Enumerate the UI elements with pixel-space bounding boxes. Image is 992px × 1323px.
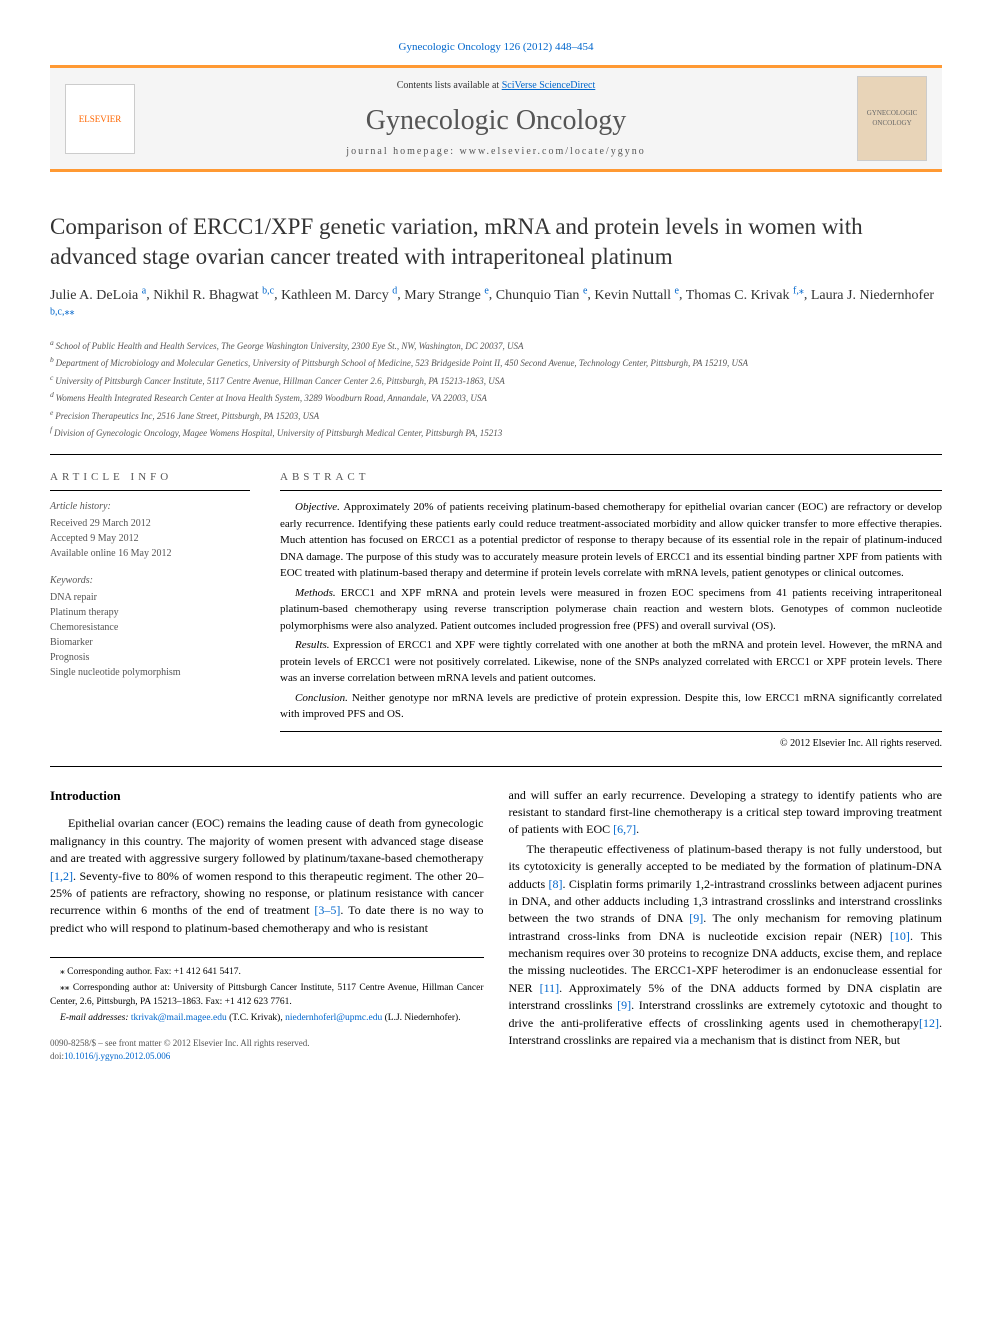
reference-link[interactable]: [6,7]: [613, 822, 636, 836]
corresponding-author-2: ⁎⁎ Corresponding author at: University o…: [50, 982, 484, 1009]
history-accepted: Accepted 9 May 2012: [50, 531, 250, 546]
reference-link[interactable]: [12]: [919, 1016, 939, 1030]
history-received: Received 29 March 2012: [50, 516, 250, 531]
keywords-title: Keywords:: [50, 573, 250, 588]
keywords-block: Keywords: DNA repair Platinum therapy Ch…: [50, 573, 250, 680]
email-line: E-mail addresses: tkrivak@mail.magee.edu…: [50, 1012, 484, 1025]
doi-prefix: doi:: [50, 1051, 64, 1061]
article-title: Comparison of ERCC1/XPF genetic variatio…: [50, 212, 942, 272]
author: Kathleen M. Darcy d: [281, 288, 397, 303]
masthead-center: Contents lists available at SciVerse Sci…: [135, 79, 857, 159]
intro-paragraph: Epithelial ovarian cancer (EOC) remains …: [50, 815, 484, 937]
article-info-heading: article info: [50, 470, 250, 491]
affiliation: a School of Public Health and Health Ser…: [50, 337, 942, 354]
abstract-section: Conclusion. Neither genotype nor mRNA le…: [280, 690, 942, 723]
email-attr-1: (T.C. Krivak),: [229, 1013, 283, 1023]
sciencedirect-link[interactable]: SciVerse ScienceDirect: [502, 80, 596, 91]
copyright-line: © 2012 Elsevier Inc. All rights reserved…: [280, 731, 942, 751]
author: Thomas C. Krivak f,⁎: [686, 288, 804, 303]
contents-line: Contents lists available at SciVerse Sci…: [135, 79, 857, 93]
keyword: Chemoresistance: [50, 620, 250, 635]
abstract-section: Methods. ERCC1 and XPF mRNA and protein …: [280, 585, 942, 635]
reference-link[interactable]: [11]: [540, 981, 560, 995]
doi-line: doi:10.1016/j.ygyno.2012.05.006: [50, 1050, 484, 1063]
footer-meta: 0090-8258/$ – see front matter © 2012 El…: [50, 1037, 484, 1063]
footnotes: ⁎ Corresponding author. Fax: +1 412 641 …: [50, 957, 484, 1025]
corresponding-author-1: ⁎ Corresponding author. Fax: +1 412 641 …: [50, 966, 484, 979]
intro-continuation: and will suffer an early recurrence. Dev…: [509, 787, 943, 839]
reference-link[interactable]: [9]: [689, 911, 703, 925]
abstract-section: Objective. Approximately 20% of patients…: [280, 499, 942, 582]
keyword: Biomarker: [50, 635, 250, 650]
author: Nikhil R. Bhagwat b,c: [153, 288, 274, 303]
journal-name: Gynecologic Oncology: [135, 101, 857, 140]
author: Kevin Nuttall e: [594, 288, 679, 303]
email-attr-2: (L.J. Niedernhofer).: [385, 1013, 461, 1023]
history-title: Article history:: [50, 499, 250, 514]
reference-link[interactable]: [10]: [890, 929, 910, 943]
cover-title-bottom: ONCOLOGY: [872, 119, 911, 129]
affiliation: d Womens Health Integrated Research Cent…: [50, 389, 942, 406]
history-online: Available online 16 May 2012: [50, 546, 250, 561]
author: Chunquio Tian e: [496, 288, 588, 303]
affiliation: c University of Pittsburgh Cancer Instit…: [50, 372, 942, 389]
reference-link[interactable]: [1,2]: [50, 869, 73, 883]
abstract-body: Objective. Approximately 20% of patients…: [280, 499, 942, 723]
doi-link[interactable]: 10.1016/j.ygyno.2012.05.006: [64, 1051, 170, 1061]
keyword: Single nucleotide polymorphism: [50, 665, 250, 680]
intro-paragraph-2: The therapeutic effectiveness of platinu…: [509, 841, 943, 1050]
email-label: E-mail addresses:: [60, 1013, 129, 1023]
reference-link[interactable]: [8]: [549, 877, 563, 891]
email-link-1[interactable]: tkrivak@mail.magee.edu: [131, 1013, 227, 1023]
keyword: DNA repair: [50, 590, 250, 605]
journal-homepage: journal homepage: www.elsevier.com/locat…: [135, 145, 857, 159]
reference-link[interactable]: [3–5]: [314, 903, 340, 917]
author: Julie A. DeLoia a: [50, 288, 146, 303]
journal-cover: GYNECOLOGIC ONCOLOGY: [857, 76, 927, 161]
cover-title-top: GYNECOLOGIC: [867, 109, 918, 119]
affiliation: f Division of Gynecologic Oncology, Mage…: [50, 424, 942, 441]
journal-citation[interactable]: Gynecologic Oncology 126 (2012) 448–454: [50, 40, 942, 55]
main-text: Introduction Epithelial ovarian cancer (…: [50, 787, 942, 1064]
journal-masthead: ELSEVIER Contents lists available at Sci…: [50, 65, 942, 172]
author: Mary Strange e: [404, 288, 489, 303]
article-info-panel: article info Article history: Received 2…: [50, 470, 250, 751]
contents-prefix: Contents lists available at: [397, 80, 502, 91]
keyword: Platinum therapy: [50, 605, 250, 620]
abstract-section: Results. Expression of ERCC1 and XPF wer…: [280, 637, 942, 687]
affiliations: a School of Public Health and Health Ser…: [50, 337, 942, 455]
front-matter: 0090-8258/$ – see front matter © 2012 El…: [50, 1037, 484, 1050]
publisher-logo: ELSEVIER: [65, 84, 135, 154]
article-history: Article history: Received 29 March 2012 …: [50, 499, 250, 561]
reference-link[interactable]: [9]: [617, 998, 631, 1012]
abstract-panel: abstract Objective. Approximately 20% of…: [280, 470, 942, 751]
email-link-2[interactable]: niedernhoferl@upmc.edu: [285, 1013, 382, 1023]
introduction-heading: Introduction: [50, 787, 484, 806]
keyword: Prognosis: [50, 650, 250, 665]
affiliation: b Department of Microbiology and Molecul…: [50, 354, 942, 371]
column-right: and will suffer an early recurrence. Dev…: [509, 787, 943, 1064]
column-left: Introduction Epithelial ovarian cancer (…: [50, 787, 484, 1064]
author-list: Julie A. DeLoia a, Nikhil R. Bhagwat b,c…: [50, 284, 942, 327]
affiliation: e Precision Therapeutics Inc, 2516 Jane …: [50, 407, 942, 424]
abstract-heading: abstract: [280, 470, 942, 491]
